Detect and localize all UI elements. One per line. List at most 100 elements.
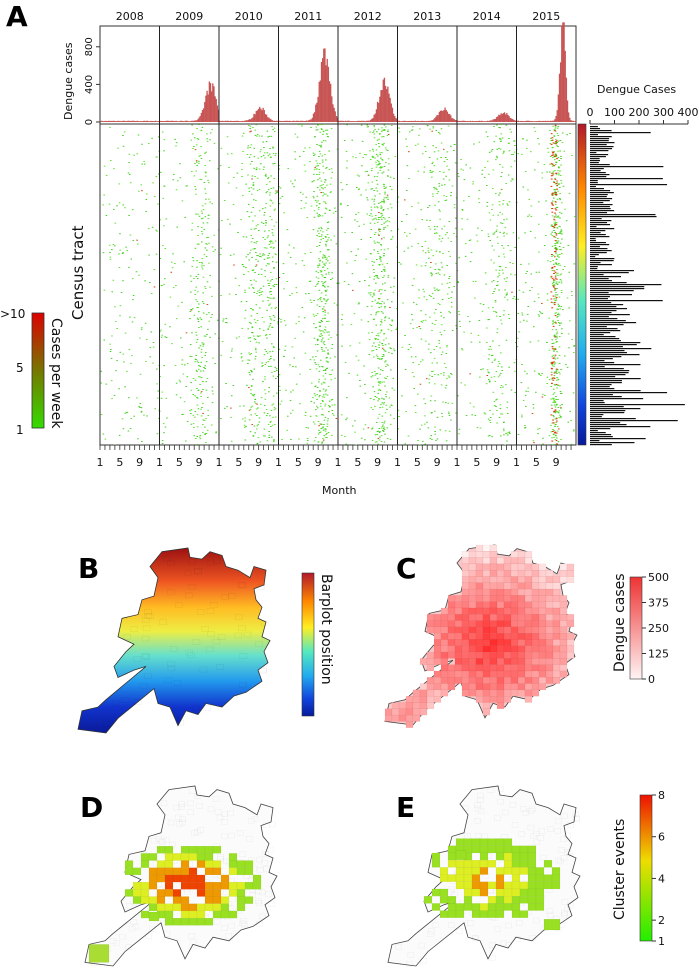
heat-cell xyxy=(316,201,318,203)
heat-cell xyxy=(498,272,500,274)
heat-cell xyxy=(205,243,207,245)
weekly-bar xyxy=(130,120,133,122)
heat-cell xyxy=(322,184,325,186)
heat-cell xyxy=(258,417,261,419)
heat-cell xyxy=(308,280,311,282)
heat-cell xyxy=(375,180,378,181)
heat-cell xyxy=(443,225,446,227)
heat-cell xyxy=(207,396,209,398)
heat-cell xyxy=(248,156,251,158)
heat-cell xyxy=(515,342,517,344)
tract-outline xyxy=(228,592,236,599)
tract-outline xyxy=(238,625,246,631)
heat-cell xyxy=(439,210,441,212)
weekly-bar xyxy=(431,120,434,122)
heat-cell xyxy=(560,273,563,275)
weekly-bar xyxy=(429,120,431,122)
heat-cell xyxy=(556,372,558,374)
heat-cell xyxy=(383,124,386,126)
heat-cell xyxy=(322,188,324,190)
heat-cell xyxy=(226,153,229,155)
top-barplot-bars xyxy=(100,22,577,122)
heat-cell xyxy=(557,314,559,316)
heat-cell xyxy=(377,216,380,218)
heat-cell xyxy=(385,396,388,398)
tract-cell xyxy=(517,563,526,571)
tract-cell xyxy=(489,664,498,672)
tract-cell xyxy=(468,551,477,558)
tract-cell xyxy=(398,714,407,722)
heat-cell xyxy=(500,385,503,386)
heat-cell xyxy=(518,331,520,333)
heat-cell xyxy=(502,200,505,201)
heat-cell xyxy=(494,193,497,194)
heat-cell xyxy=(557,384,560,386)
heat-cell xyxy=(321,161,324,163)
heat-cell xyxy=(491,149,494,150)
heat-cell xyxy=(381,406,384,408)
heat-cell xyxy=(563,266,566,267)
heat-cell xyxy=(199,345,202,347)
heat-cell xyxy=(248,352,250,354)
heat-cell xyxy=(393,285,395,287)
heat-cell xyxy=(326,299,328,301)
tract-bar xyxy=(590,234,606,236)
heat-cell xyxy=(506,401,509,403)
heat-cell xyxy=(324,281,327,283)
heat-cell xyxy=(507,204,509,206)
tract-outline xyxy=(257,584,265,590)
heat-cell xyxy=(549,261,552,263)
weekly-bar xyxy=(554,119,556,122)
heat-cell xyxy=(379,202,382,204)
heat-cell xyxy=(318,396,320,398)
heat-cell xyxy=(381,358,383,359)
heat-cell xyxy=(324,286,326,288)
heat-cell xyxy=(408,131,411,133)
heat-cell xyxy=(136,239,138,241)
heat-cell xyxy=(153,269,156,271)
heat-cell xyxy=(250,385,253,387)
tract-outline xyxy=(227,810,234,817)
heat-cell xyxy=(195,161,198,163)
weekly-bar xyxy=(309,119,311,122)
heat-cell xyxy=(554,356,556,358)
heat-cell xyxy=(556,145,558,147)
heat-cell xyxy=(555,372,557,374)
heat-cell xyxy=(554,312,556,314)
heat-cell xyxy=(474,297,476,299)
heat-cell xyxy=(554,192,557,194)
heat-cell xyxy=(161,391,164,393)
heat-cell xyxy=(270,175,272,177)
heat-cell xyxy=(566,134,568,136)
tract-outline xyxy=(149,926,156,932)
heat-cell xyxy=(383,184,385,186)
heat-cell xyxy=(552,254,555,256)
heat-cell xyxy=(376,274,378,276)
tract-cell xyxy=(552,626,561,634)
heat-cell xyxy=(253,199,255,201)
heat-cell xyxy=(214,363,216,364)
heat-cell xyxy=(378,212,380,213)
heat-cell xyxy=(271,350,274,352)
heat-cell xyxy=(552,125,554,127)
tract-outline xyxy=(191,830,198,836)
heat-cell xyxy=(198,326,200,328)
heat-cell xyxy=(369,292,372,294)
tract-outline xyxy=(213,558,221,564)
heat-cell xyxy=(553,280,556,282)
heat-cell xyxy=(253,279,256,281)
heat-cell xyxy=(553,377,555,379)
heat-cell xyxy=(372,150,375,152)
weekly-bar xyxy=(294,121,296,122)
tract-bar xyxy=(590,210,615,212)
heat-cell xyxy=(381,130,383,132)
heat-cell xyxy=(478,189,481,191)
heat-cell xyxy=(472,280,475,282)
heat-cell xyxy=(201,301,204,303)
heat-cell xyxy=(553,143,556,145)
heat-cell xyxy=(546,299,549,301)
heat-cell-high xyxy=(553,286,555,288)
heat-cell xyxy=(199,179,201,180)
heat-cell xyxy=(377,400,379,402)
heat-cell xyxy=(423,171,425,173)
